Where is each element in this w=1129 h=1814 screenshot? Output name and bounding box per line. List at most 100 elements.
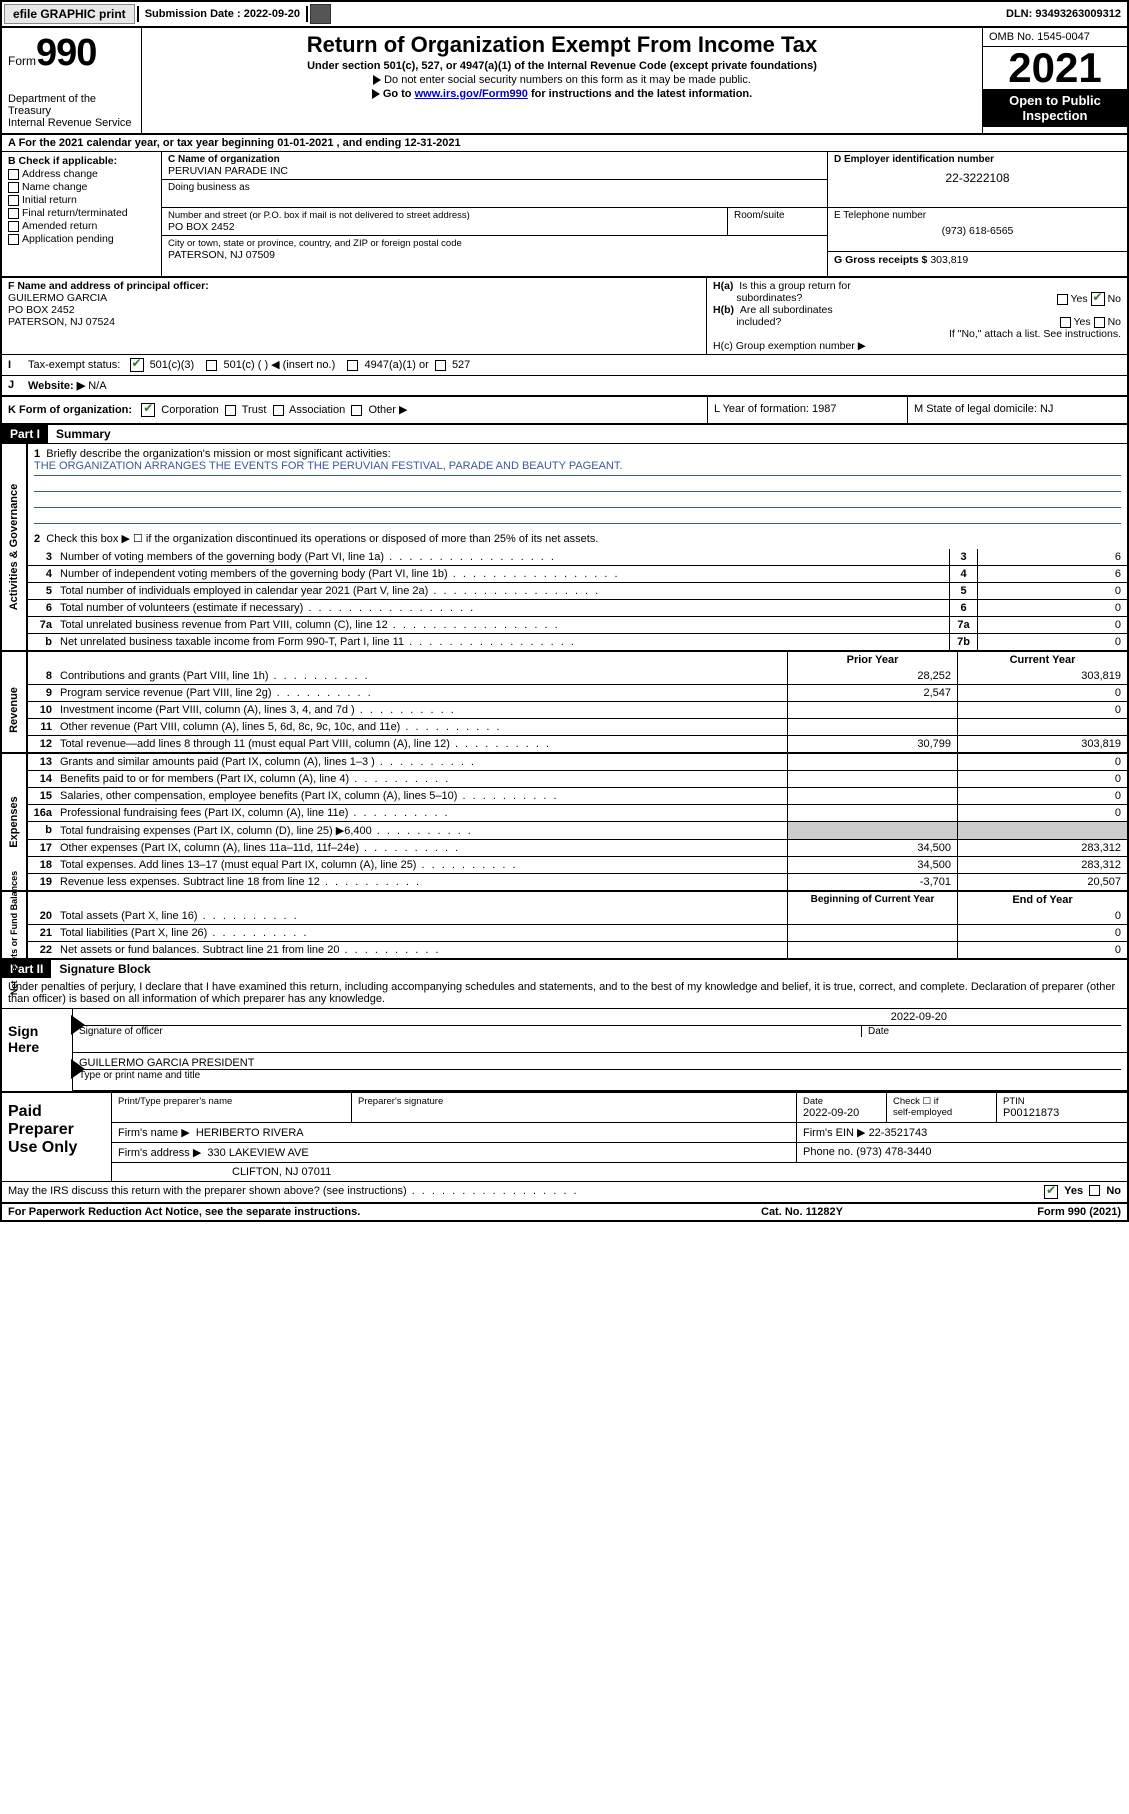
chk-name-change[interactable]: Name change <box>8 181 155 193</box>
gross-receipts-value: 303,819 <box>930 254 968 266</box>
ein-value: 22-3222108 <box>834 171 1121 185</box>
chk-corporation[interactable] <box>141 403 155 417</box>
city-box: City or town, state or province, country… <box>162 236 827 263</box>
part1-revenue: Revenue 8Contributions and grants (Part … <box>2 668 1127 754</box>
group-return-box: H(a) Is this a group return for subordin… <box>707 278 1127 354</box>
summary-line: 8Contributions and grants (Part VIII, li… <box>28 668 1127 684</box>
street-box: Number and street (or P.O. box if mail i… <box>162 208 727 235</box>
sign-arrow-icon <box>71 1059 85 1079</box>
sign-arrow-icon <box>71 1015 85 1035</box>
summary-line: 19Revenue less expenses. Subtract line 1… <box>28 873 1127 890</box>
mission-block: 1 Briefly describe the organization's mi… <box>28 444 1127 528</box>
efile-button[interactable]: efile GRAPHIC print <box>4 4 135 24</box>
row-a-tax-year: A For the 2021 calendar year, or tax yea… <box>2 135 1127 152</box>
principal-officer-box: F Name and address of principal officer:… <box>2 278 707 354</box>
paid-preparer-block: PaidPreparerUse Only Print/Type preparer… <box>2 1091 1127 1181</box>
summary-line: 9Program service revenue (Part VIII, lin… <box>28 684 1127 701</box>
officer-name: GUILLERMO GARCIA PRESIDENT <box>79 1057 1121 1069</box>
website-value: N/A <box>88 380 106 392</box>
chk-4947[interactable] <box>347 360 358 371</box>
form-outer: Form990 Department of the TreasuryIntern… <box>0 28 1129 1222</box>
summary-line: 20Total assets (Part X, line 16)0 <box>28 908 1127 924</box>
summary-line: 12Total revenue—add lines 8 through 11 (… <box>28 735 1127 752</box>
part1-expenses: Expenses 13Grants and similar amounts pa… <box>2 754 1127 892</box>
topbar-blank-button[interactable] <box>310 4 331 24</box>
sign-here-block: SignHere 2022-09-20 Signature of officer… <box>2 1009 1127 1091</box>
summary-line: 7aTotal unrelated business revenue from … <box>28 616 1127 633</box>
chk-amended-return[interactable]: Amended return <box>8 220 155 232</box>
chk-501c3[interactable] <box>130 358 144 372</box>
page-footer: For Paperwork Reduction Act Notice, see … <box>2 1202 1127 1220</box>
org-name: PERUVIAN PARADE INC <box>168 165 821 177</box>
dept-label: Department of the TreasuryInternal Reven… <box>8 93 135 129</box>
side-label-expenses: Expenses <box>8 797 20 848</box>
prior-current-header: Prior Year Current Year <box>2 652 1127 668</box>
side-label-revenue: Revenue <box>8 687 20 733</box>
row-k-form-org: K Form of organization: Corporation Trus… <box>2 397 1127 425</box>
summary-line: 14Benefits paid to or for members (Part … <box>28 770 1127 787</box>
chk-discuss-yes[interactable] <box>1044 1185 1058 1199</box>
preparer-date: 2022-09-20 <box>803 1107 859 1119</box>
topbar: efile GRAPHIC print Submission Date : 20… <box>0 0 1129 28</box>
row-i-tax-exempt: I Tax-exempt status: 501(c)(3) 501(c) ( … <box>2 355 1127 376</box>
chk-final-return[interactable]: Final return/terminated <box>8 207 155 219</box>
form-subtitle: Under section 501(c), 527, or 4947(a)(1)… <box>148 60 976 72</box>
submission-date: Submission Date : 2022-09-20 <box>137 6 308 22</box>
form-word: Form <box>8 54 36 68</box>
chk-hb-yes[interactable] <box>1060 317 1071 328</box>
form-note-2: Go to www.irs.gov/Form990 for instructio… <box>148 88 976 100</box>
chk-501c[interactable] <box>206 360 217 371</box>
chk-address-change[interactable]: Address change <box>8 168 155 180</box>
paid-preparer-label: PaidPreparerUse Only <box>2 1093 112 1181</box>
dba-box: Doing business as <box>162 180 827 208</box>
hb-note: If "No," attach a list. See instructions… <box>713 328 1121 340</box>
summary-line: 10Investment income (Part VIII, column (… <box>28 701 1127 718</box>
line-2: 2 Check this box ▶ ☐ if the organization… <box>28 528 1127 549</box>
chk-other[interactable] <box>351 405 362 416</box>
chk-527[interactable] <box>435 360 446 371</box>
year-formation: L Year of formation: 1987 <box>707 397 907 423</box>
side-label-governance: Activities & Governance <box>8 484 20 611</box>
ptin-value: P00121873 <box>1003 1107 1059 1119</box>
street-value: PO BOX 2452 <box>168 221 721 233</box>
summary-line: 5Total number of individuals employed in… <box>28 582 1127 599</box>
summary-line: 4Number of independent voting members of… <box>28 565 1127 582</box>
tax-year: 2021 <box>983 47 1127 89</box>
form-note-1: Do not enter social security numbers on … <box>148 74 976 86</box>
chk-association[interactable] <box>273 405 284 416</box>
mission-text: THE ORGANIZATION ARRANGES THE EVENTS FOR… <box>34 460 1121 476</box>
summary-line: 16aProfessional fundraising fees (Part I… <box>28 804 1127 821</box>
city-value: PATERSON, NJ 07509 <box>168 249 821 261</box>
telephone-value: (973) 618-6565 <box>834 225 1121 237</box>
part1-header: Part I Summary <box>2 425 1127 444</box>
row-j-website: J Website: ▶ N/A <box>2 376 1127 397</box>
chk-ha-yes[interactable] <box>1057 294 1068 305</box>
chk-discuss-no[interactable] <box>1089 1185 1100 1196</box>
firm-address-1: 330 LAKEVIEW AVE <box>207 1147 308 1159</box>
part1-governance: Activities & Governance 1 Briefly descri… <box>2 444 1127 652</box>
room-suite-box: Room/suite <box>727 208 827 235</box>
org-name-box: C Name of organization PERUVIAN PARADE I… <box>162 152 827 179</box>
telephone-box: E Telephone number (973) 618-6565 <box>828 208 1127 252</box>
chk-ha-no[interactable] <box>1091 292 1105 306</box>
signature-date: 2022-09-20 <box>891 1011 947 1023</box>
firm-name: HERIBERTO RIVERA <box>196 1127 304 1139</box>
irs-link[interactable]: www.irs.gov/Form990 <box>415 88 528 100</box>
chk-hb-no[interactable] <box>1094 317 1105 328</box>
chk-trust[interactable] <box>225 405 236 416</box>
form-title: Return of Organization Exempt From Incom… <box>148 32 976 58</box>
dln-label: DLN: 93493263009312 <box>1000 6 1127 22</box>
col-b-checkboxes: B Check if applicable: Address change Na… <box>2 152 162 276</box>
chk-application-pending[interactable]: Application pending <box>8 233 155 245</box>
gross-receipts-box: G Gross receipts $ 303,819 <box>828 252 1127 276</box>
discuss-row: May the IRS discuss this return with the… <box>2 1181 1127 1202</box>
hc-group-exemption: H(c) Group exemption number ▶ <box>713 340 1121 352</box>
part1-netassets: Net Assets or Fund Balances 20Total asse… <box>2 908 1127 960</box>
triangle-icon <box>373 75 381 85</box>
summary-line: 17Other expenses (Part IX, column (A), l… <box>28 839 1127 856</box>
open-public-badge: Open to PublicInspection <box>983 89 1127 127</box>
summary-line: 13Grants and similar amounts paid (Part … <box>28 754 1127 770</box>
summary-line: 11Other revenue (Part VIII, column (A), … <box>28 718 1127 735</box>
summary-line: 22Net assets or fund balances. Subtract … <box>28 941 1127 958</box>
chk-initial-return[interactable]: Initial return <box>8 194 155 206</box>
